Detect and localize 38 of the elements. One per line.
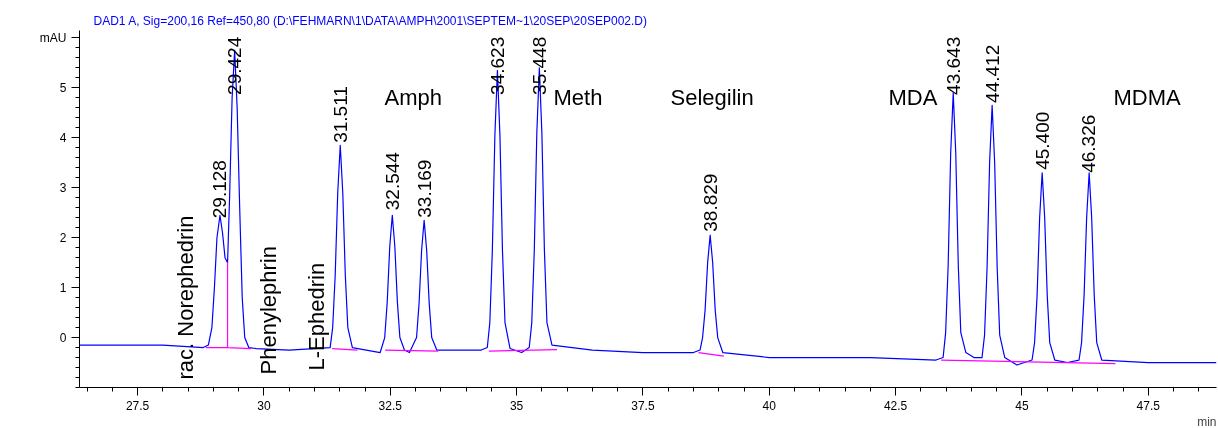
annotation: 34.623 (487, 36, 509, 95)
y-tick-label: 3 (59, 180, 67, 195)
annotation: Selegilin (670, 85, 754, 110)
annotation: Meth (553, 85, 603, 110)
annotation: 45.400 (1031, 111, 1053, 170)
y-tick-label: 5 (59, 80, 67, 95)
annotation: rac. Norephedrin (173, 215, 198, 380)
x-tick-label: 32.5 (378, 398, 403, 413)
annotation: MDMA (1113, 85, 1182, 110)
y-tick-label: 4 (59, 130, 67, 145)
y-tick-label: mAU (39, 30, 67, 45)
annotation: 35.448 (528, 36, 550, 95)
annotation: 38.829 (699, 173, 721, 232)
y-tick-label: 1 (59, 280, 67, 295)
x-tick-label: 37.5 (631, 398, 655, 413)
y-tick-label: 0 (59, 330, 67, 345)
annotation: 32.544 (382, 151, 403, 211)
annotation: L-Ephedrin (304, 262, 329, 371)
x-tick-label: 27.5 (125, 398, 150, 413)
annotation: 31.511 (329, 86, 351, 143)
annotation: MDA (888, 85, 938, 110)
x-tick-label: 30 (257, 398, 271, 413)
annotation: 33.169 (413, 159, 435, 218)
x-tick-label: 35 (509, 398, 524, 413)
annotation: 29.128 (209, 160, 231, 219)
x-axis-title: min (1197, 414, 1217, 428)
x-tick-label: 40 (762, 398, 777, 413)
x-tick-label: 42.5 (883, 398, 908, 413)
annotation: 43.643 (942, 36, 964, 95)
annotation: 46.326 (1078, 114, 1100, 173)
annotation: Amph (384, 85, 442, 110)
x-tick-label: 45 (1015, 398, 1029, 413)
annotation: 29.424 (224, 36, 246, 95)
annotation: Phenylephrin (256, 246, 281, 375)
chart-title: DAD1 A, Sig=200,16 Ref=450,80 (D:\FEHMARN\1\DATA\AMPH\2001\SEPTEM~1\20SEP\20SEP002.D) (93, 13, 647, 28)
annotation: 44.412 (981, 44, 1003, 103)
y-tick-label: 2 (59, 230, 67, 245)
x-tick-label: 47.5 (1136, 398, 1161, 413)
